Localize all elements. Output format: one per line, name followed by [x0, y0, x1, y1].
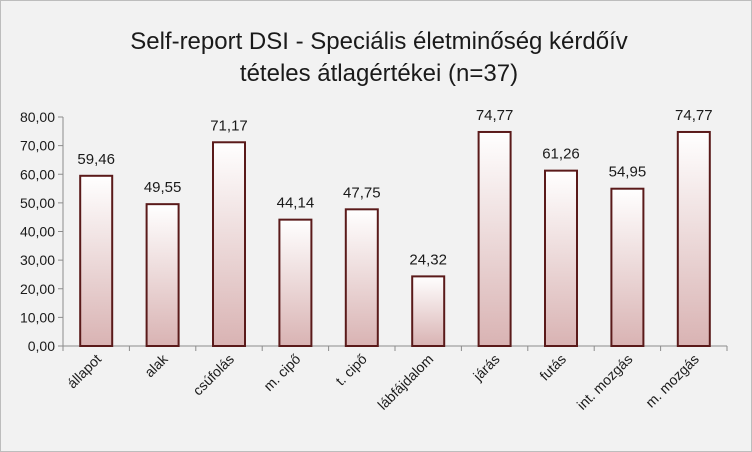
data-label: 74,77	[675, 107, 713, 124]
chart-title-line-2: tételes átlagértékei (n=37)	[240, 60, 518, 87]
y-tick-label: 30,00	[20, 252, 55, 268]
category-label: futás	[536, 351, 569, 384]
bar	[344, 208, 379, 347]
category-label: m. mozgás	[642, 351, 702, 411]
data-label: 59,46	[77, 151, 115, 168]
chart-title-line-1: Self-report DSI - Speciális életminőség …	[130, 28, 628, 55]
data-label: 47,75	[343, 184, 381, 201]
data-label: 44,14	[277, 195, 315, 212]
category-label: alak	[141, 350, 171, 380]
bar	[610, 187, 645, 347]
y-tick-label: 60,00	[20, 166, 55, 182]
category-label: állapot	[64, 351, 105, 392]
category-label: m. cipő	[260, 351, 303, 394]
y-tick-label: 80,00	[20, 109, 55, 125]
category-label: t. cipő	[332, 351, 370, 389]
category-label: lábfájdalom	[374, 351, 436, 413]
bar	[145, 203, 180, 347]
category-label: int. mozgás	[574, 351, 636, 413]
bars	[79, 130, 711, 347]
category-label: járás	[469, 351, 502, 384]
data-label: 54,95	[609, 164, 647, 181]
bar	[676, 130, 711, 347]
data-label: 74,77	[476, 107, 514, 124]
y-tick-label: 10,00	[20, 309, 55, 325]
bar	[278, 218, 313, 347]
bar	[212, 141, 246, 347]
data-label: 24,32	[409, 251, 447, 268]
chart-title: Self-report DSI - Speciális életminőség …	[130, 28, 628, 87]
data-label: 49,55	[144, 179, 182, 196]
y-tick-label: 0,00	[28, 338, 55, 354]
bar	[79, 174, 114, 347]
y-tick-label: 70,00	[20, 138, 55, 154]
data-label: 61,26	[542, 146, 580, 163]
y-tick-label: 50,00	[20, 195, 55, 211]
bar	[544, 169, 578, 347]
y-tick-label: 40,00	[20, 224, 55, 240]
y-tick-label: 20,00	[20, 281, 55, 297]
bar	[477, 130, 512, 347]
data-label: 71,17	[210, 117, 248, 134]
category-label: csúfolás	[189, 351, 237, 399]
bar	[411, 275, 446, 347]
